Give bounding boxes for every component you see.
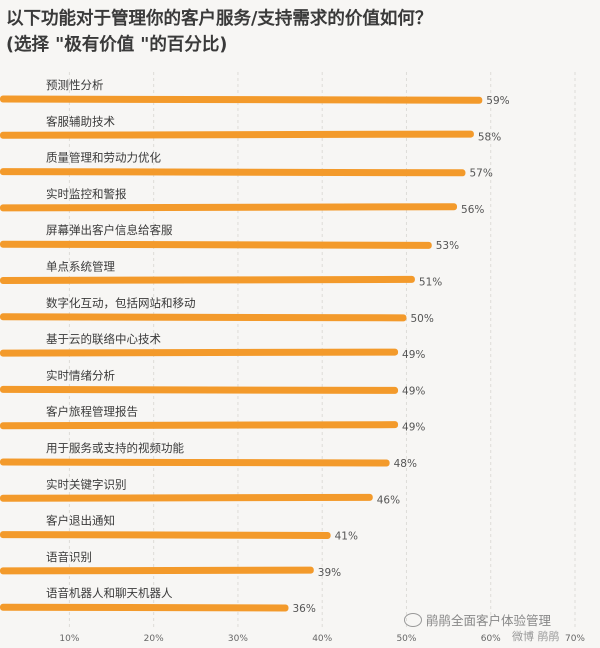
value-label: 49%	[402, 422, 425, 434]
chart-subtitle: (选择 "极有价值 "的百分比)	[6, 35, 228, 55]
category-label: 用于服务或支持的视频功能	[46, 441, 184, 455]
x-tick-label: 70%	[565, 634, 585, 644]
bar	[0, 168, 466, 177]
watermark-secondary: 微博 鹃鹃	[512, 630, 560, 643]
wechat-icon	[404, 613, 422, 627]
bar	[0, 203, 458, 212]
category-label: 客服辅助技术	[46, 114, 115, 128]
x-tick-label: 30%	[228, 634, 248, 644]
watermark: 鹃鹃全面客户体验管理	[404, 610, 551, 629]
category-label: 实时情绪分析	[46, 368, 115, 382]
value-label: 49%	[402, 349, 425, 361]
category-label: 数字化互动，包括网站和移动	[46, 296, 196, 310]
category-label: 客户退出通知	[46, 514, 115, 528]
value-label: 46%	[377, 494, 400, 506]
bar	[0, 421, 399, 430]
bar	[0, 95, 483, 104]
category-label: 预测性分析	[46, 78, 104, 92]
value-label: 36%	[293, 603, 316, 615]
value-label: 48%	[394, 458, 417, 470]
x-tick-label: 50%	[396, 634, 416, 644]
bar	[0, 275, 415, 284]
value-label: 49%	[402, 385, 425, 397]
value-label: 57%	[469, 168, 492, 180]
x-tick-label: 60%	[481, 634, 501, 644]
bar	[0, 348, 399, 357]
category-label: 单点系统管理	[46, 260, 115, 274]
category-label: 基于云的联络中心技术	[46, 332, 161, 346]
bar	[0, 531, 331, 539]
value-label: 56%	[461, 204, 484, 216]
category-label: 屏幕弹出客户信息给客服	[46, 223, 173, 237]
category-label: 实时监控和警报	[46, 187, 127, 201]
value-label: 59%	[486, 95, 509, 107]
value-label: 51%	[419, 277, 442, 289]
value-label: 39%	[318, 567, 341, 579]
bar	[0, 566, 314, 575]
x-tick-label: 10%	[59, 634, 79, 644]
chart-title: 以下功能对于管理你的客户服务/支持需求的价值如何？	[6, 9, 433, 29]
bar	[0, 385, 399, 394]
value-label: 41%	[335, 531, 358, 543]
bar	[0, 130, 474, 139]
value-label: 53%	[436, 240, 459, 252]
bar	[0, 493, 373, 502]
bar	[0, 240, 432, 249]
category-label: 客户旅程管理报告	[46, 405, 138, 419]
watermark-text: 鹃鹃全面客户体验管理	[426, 613, 552, 628]
category-label: 语音机器人和聊天机器人	[46, 586, 173, 600]
category-label: 质量管理和劳动力优化	[46, 151, 161, 165]
category-label: 语音识别	[46, 550, 92, 564]
value-label: 58%	[478, 131, 501, 143]
bar	[0, 603, 289, 612]
category-label: 实时关键字识别	[46, 477, 127, 491]
chart-title-block: 以下功能对于管理你的客户服务/支持需求的价值如何？ (选择 "极有价值 "的百分…	[6, 6, 596, 58]
bar	[0, 458, 390, 467]
x-tick-label: 20%	[144, 634, 164, 644]
value-label: 50%	[410, 313, 433, 325]
bar	[0, 313, 407, 322]
x-tick-label: 40%	[312, 634, 332, 644]
